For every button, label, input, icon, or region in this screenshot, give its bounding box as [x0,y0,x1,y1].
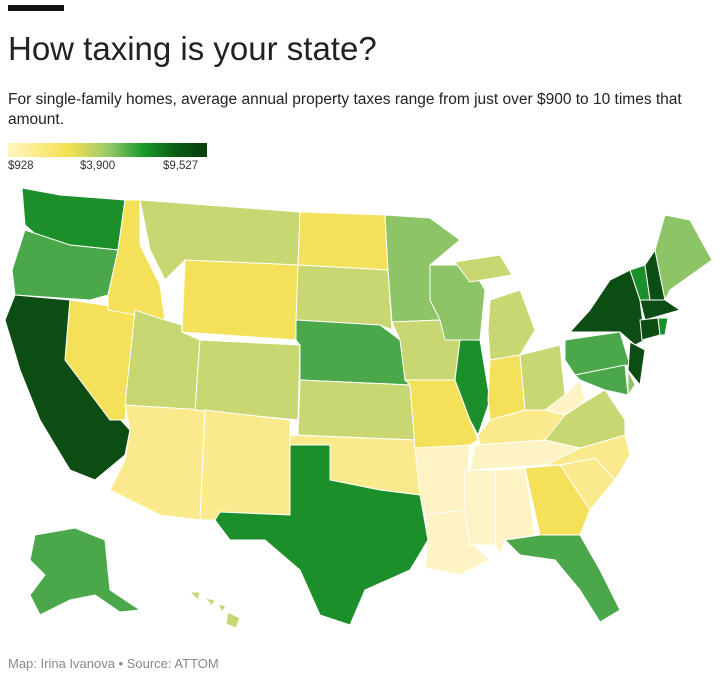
state-shape [627,369,636,397]
state-mi [454,254,536,361]
state-shape [639,317,661,341]
state-shape [573,364,629,396]
state-shape [295,264,393,331]
state-tx [214,444,429,626]
state-shape [414,444,471,516]
state-shape [297,379,416,441]
state-shape [454,254,513,283]
state-shape [445,339,491,437]
state-nd [297,211,389,271]
state-shape [109,404,206,521]
state-shape [194,339,301,421]
state-or [11,229,119,301]
footer-credit: Map: Irina Ivanova • Source: ATTOM [8,656,219,671]
state-shape [217,603,227,613]
state-nm [199,409,291,521]
state-shape [188,591,201,601]
state-ks [297,379,416,441]
legend-mid: $3,900 [80,160,116,172]
state-ri [657,317,669,336]
state-nj [627,341,646,387]
state-shape [464,469,496,546]
state-shape [297,211,389,271]
state-shape [181,259,299,341]
state-wv [543,379,586,416]
state-hi [188,591,241,629]
state-shape [657,317,669,336]
state-sd [295,264,393,331]
state-shape [487,354,526,421]
state-de [627,369,636,397]
state-shape [503,534,621,623]
state-co [194,339,301,421]
state-shape [487,289,536,361]
map-subtitle: For single-family homes, average annual … [8,91,682,128]
state-ne [295,319,411,386]
state-fl [503,534,621,623]
state-ak [29,527,142,616]
state-shape [203,597,216,607]
map-title: How taxing is your state? [8,30,377,67]
color-legend [8,143,207,157]
state-shape [627,341,646,387]
state-ms [464,469,496,546]
state-shape [654,214,713,302]
state-shape [199,409,291,521]
state-shape [543,379,586,416]
state-az [109,404,206,521]
state-me [654,214,713,302]
state-ma [639,299,682,321]
state-ct [639,317,661,341]
state-shape [11,229,119,301]
state-shape [214,444,429,626]
state-md [573,364,629,396]
state-in [487,354,526,421]
state-shape [639,299,682,321]
legend-min: $928 [8,160,34,172]
state-wy [181,259,299,341]
state-il [445,339,491,437]
legend-max: $9,527 [163,160,199,172]
header-rule [8,5,64,11]
state-shape [295,319,411,386]
state-shape [29,527,142,616]
state-ar [414,444,471,516]
state-shape [225,611,241,629]
